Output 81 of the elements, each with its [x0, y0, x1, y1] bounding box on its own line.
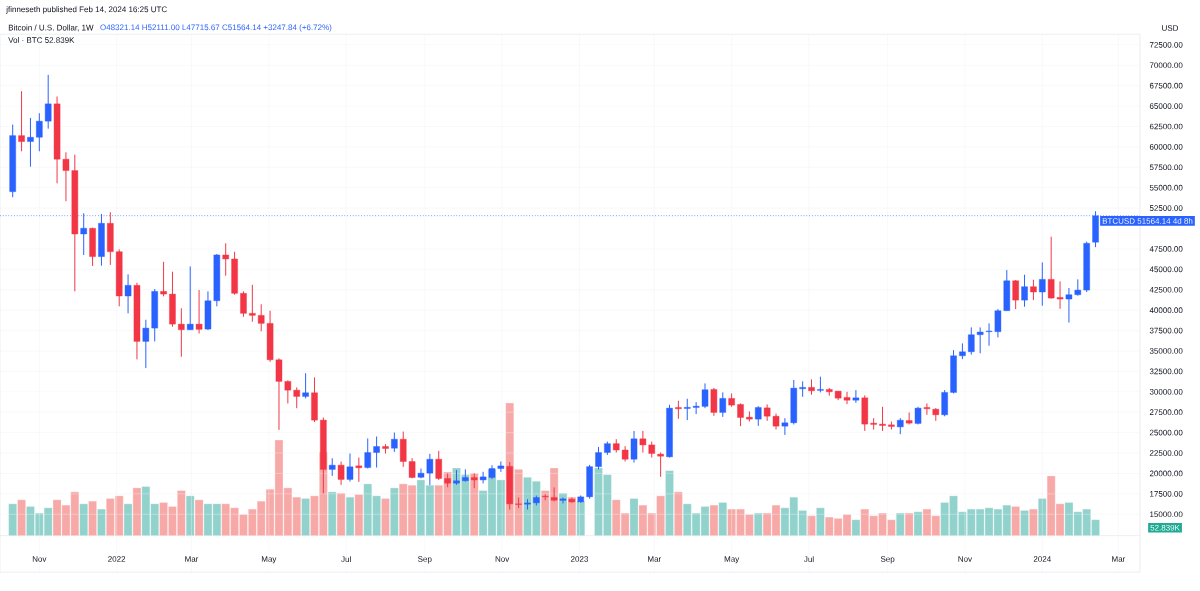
x-tick-label: 2023	[570, 556, 589, 562]
candlestick	[178, 307, 185, 358]
x-tick-label: 2024	[1033, 556, 1051, 562]
text: jfinneseth published Feb 14, 2024 16:25 UTC	[6, 6, 167, 14]
candlestick	[737, 402, 744, 427]
candlestick	[18, 90, 25, 152]
x-tick-label: Mar	[648, 556, 662, 562]
y-tick-label: 70000.00	[1149, 62, 1183, 69]
candlestick	[852, 389, 860, 404]
candlestick	[719, 391, 727, 418]
candlestick	[710, 387, 718, 417]
y-tick-label: 42500.00	[1149, 286, 1183, 293]
candlestick	[675, 400, 682, 420]
y-tick-label: 27500.00	[1149, 409, 1183, 416]
x-tick-label: 2022	[108, 556, 126, 562]
candlestick	[302, 372, 309, 399]
y-tick-label: 35000.00	[1149, 348, 1183, 354]
candlestick	[373, 436, 380, 469]
candlestick	[657, 452, 664, 478]
x-tick-label: May	[724, 556, 740, 564]
x-tick-label: Nov	[495, 556, 510, 562]
candlestick	[160, 261, 167, 297]
candlestick	[124, 273, 132, 314]
candlestick	[755, 405, 762, 427]
text: 52.839K	[1150, 524, 1180, 531]
candlestick	[1039, 261, 1046, 307]
x-tick-label: Jul	[804, 556, 814, 563]
y-tick-label: 62500.00	[1149, 123, 1183, 130]
y-tick-label: 67500.00	[1149, 82, 1183, 89]
chart-subtitle: O48321.14 H52111.00 L47715.67 C51564.14 +3247.84 (+6.72%)	[100, 24, 332, 32]
y-tick-label: 65000.00	[1149, 103, 1183, 109]
y-tick-label: 17500.00	[1150, 491, 1183, 497]
x-tick-label: May	[261, 556, 277, 564]
candlestick	[44, 74, 52, 130]
candlestick	[27, 117, 34, 168]
y-tick-label: 15000.00	[1150, 511, 1183, 518]
candlestick	[186, 265, 194, 331]
candlestick	[923, 402, 931, 416]
y-tick-label: 55000.00	[1149, 184, 1183, 191]
x-tick-label: Sep	[880, 556, 895, 564]
candlestick	[337, 461, 345, 486]
candlestick	[1012, 279, 1019, 310]
candlestick	[630, 430, 638, 464]
candlestick	[941, 389, 948, 417]
x-tick-label: Sep	[418, 556, 432, 564]
candlestick	[1030, 279, 1037, 301]
x-tick-label: Nov	[32, 556, 47, 562]
candlestick	[240, 290, 247, 318]
y-tick-label: 72500.00	[1149, 42, 1183, 48]
candlestick	[346, 453, 354, 483]
candlestick	[391, 432, 398, 453]
chart-title: Vol · BTC 52.839K	[8, 37, 75, 43]
y-tick-label: 37500.00	[1149, 327, 1183, 334]
y-tick-label: 60000.00	[1149, 144, 1183, 150]
candlestick	[222, 242, 229, 277]
x-tick-label: Jul	[341, 556, 351, 563]
y-tick-label: 25000.00	[1149, 429, 1183, 436]
y-tick-label: 45000.00	[1149, 266, 1183, 273]
x-tick-label: Mar	[185, 556, 199, 562]
candlestick	[799, 380, 806, 398]
candlestick	[879, 406, 886, 432]
candlestick	[1021, 274, 1028, 308]
x-tick-label: Nov	[958, 556, 973, 562]
y-tick-label: 22500.00	[1149, 450, 1183, 456]
chart-title: Bitcoin / U.S. Dollar, 1W	[8, 24, 94, 32]
candlestick	[36, 112, 43, 152]
candlestick	[195, 289, 203, 334]
candlestick	[355, 457, 363, 483]
x-tick-label: Mar	[1112, 556, 1126, 562]
y-tick-label: 52500.00	[1149, 205, 1183, 211]
y-tick-label: 30000.00	[1149, 388, 1183, 395]
ref-line-label: BTCUSD 51564.14 4d 8h	[1102, 217, 1193, 224]
y-tick-label: 57500.00	[1149, 164, 1183, 171]
y-axis-title: USD	[1162, 25, 1179, 31]
candlestick	[435, 450, 442, 481]
y-tick-label: 20000.00	[1149, 470, 1183, 477]
candlestick	[249, 284, 256, 323]
candlestick	[364, 437, 371, 470]
y-tick-label: 32500.00	[1149, 368, 1183, 375]
y-tick-label: 40000.00	[1149, 307, 1183, 313]
y-tick-label: 47500.00	[1149, 246, 1183, 252]
